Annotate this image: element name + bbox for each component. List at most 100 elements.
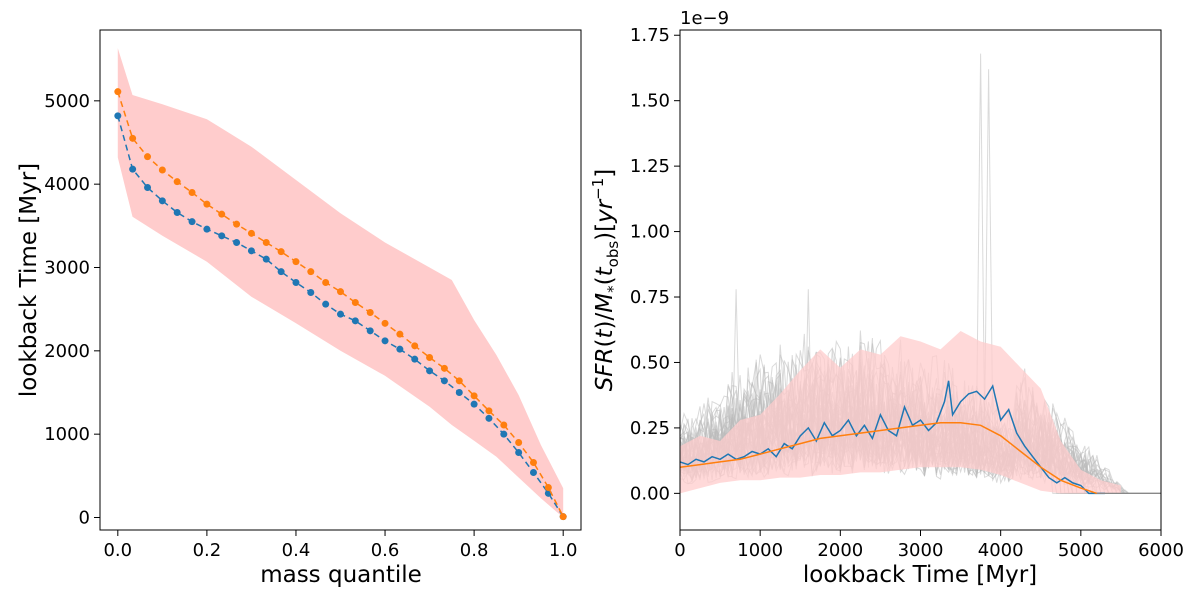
y-tick-label: 0.25: [630, 418, 670, 439]
y-tick-label: 3000: [44, 258, 90, 279]
left-axes-frame: [99, 29, 582, 531]
data-point: [322, 279, 330, 286]
right-x-axis-label: lookback Time [Myr]: [803, 562, 1037, 588]
data-point: [188, 218, 196, 226]
data-point: [158, 197, 166, 205]
data-point: [470, 400, 478, 408]
data-point: [307, 289, 315, 296]
data-point: [144, 153, 152, 161]
data-point: [411, 355, 419, 363]
x-tick-label: 1.0: [549, 540, 578, 561]
data-point: [500, 430, 508, 438]
data-point: [440, 377, 448, 385]
left-y-ticks: 0 1000 2000 3000 4000 5000: [44, 91, 100, 529]
data-point: [485, 407, 493, 415]
data-point: [366, 309, 374, 316]
x-tick-label: 0.2: [193, 540, 222, 561]
data-point: [515, 439, 523, 446]
data-point: [529, 459, 537, 466]
data-point: [455, 377, 463, 385]
data-point: [485, 414, 493, 422]
x-tick-label: 6000: [1138, 540, 1184, 561]
right-confidence-band: [680, 331, 1121, 494]
data-point: [129, 165, 137, 173]
data-point: [247, 247, 255, 255]
left-x-ticks: 0.0 0.2 0.4 0.6 0.8 1.0: [103, 530, 578, 561]
data-point: [262, 255, 270, 263]
data-point: [396, 330, 404, 338]
data-point: [129, 134, 137, 142]
data-point: [277, 248, 285, 256]
y-tick-label: 1000: [44, 424, 90, 445]
data-point: [337, 288, 344, 296]
x-tick-label: 0.0: [103, 540, 132, 561]
data-point: [158, 166, 166, 174]
data-point: [366, 327, 374, 335]
data-point: [455, 389, 463, 396]
y-tick-label: 0: [79, 508, 90, 529]
x-tick-label: 0.4: [282, 540, 311, 561]
left-x-axis-label: mass quantile: [260, 562, 422, 588]
left-series-group: [114, 88, 567, 521]
confidence-band-area: [680, 331, 1121, 494]
data-point: [381, 337, 389, 345]
data-point: [173, 178, 181, 186]
y-tick-label: 1.75: [630, 25, 670, 46]
data-point: [277, 268, 285, 276]
data-point: [262, 239, 270, 246]
right-series-group: [679, 380, 1161, 495]
x-tick-label: 3000: [898, 540, 944, 561]
data-point: [515, 449, 523, 456]
y-tick-label: 1.25: [630, 156, 670, 177]
x-tick-label: 0: [674, 540, 685, 561]
data-point: [307, 268, 315, 276]
data-point: [351, 317, 359, 325]
data-point: [233, 239, 241, 246]
data-point: [529, 469, 537, 476]
left-panel: 0.0 0.2 0.4 0.6 0.8 1.0 0 1000 2000 3000 4000 5000…: [16, 29, 582, 588]
data-point: [218, 232, 226, 240]
data-point: [114, 112, 122, 120]
y-tick-label: 1.00: [630, 222, 670, 243]
data-point: [381, 319, 389, 327]
confidence-band-area: [117, 48, 564, 518]
data-point: [203, 225, 211, 233]
data-point: [188, 189, 196, 196]
data-point: [292, 279, 300, 286]
right-panel: 0 1000 2000 3000 4000 5000 6000 0.000.250.500.…: [589, 8, 1184, 588]
data-point: [114, 88, 122, 96]
data-point: [247, 229, 255, 237]
data-point: [426, 367, 434, 375]
data-point: [544, 484, 552, 491]
y-tick-label: 1.50: [630, 91, 670, 112]
y-tick-label: 0.50: [630, 352, 670, 373]
series-line-1: [679, 421, 1098, 495]
data-point: [396, 345, 404, 353]
x-tick-label: 0.8: [460, 540, 489, 561]
data-point: [292, 258, 300, 266]
right-y-offset-label: 1e−9: [680, 8, 729, 29]
data-point: [426, 354, 434, 361]
data-point: [500, 421, 508, 429]
series-line-0: [679, 380, 1105, 495]
data-point: [144, 184, 152, 191]
data-point: [173, 209, 181, 216]
left-y-axis-label: lookback Time [Myr]: [16, 163, 42, 397]
y-tick-label: 2000: [44, 341, 90, 362]
x-tick-label: 2000: [817, 540, 863, 561]
x-tick-label: 1000: [737, 540, 783, 561]
data-point: [218, 210, 226, 218]
data-point: [411, 342, 419, 350]
y-tick-label: 0.75: [630, 287, 670, 308]
data-point: [440, 364, 448, 372]
data-point: [470, 392, 478, 400]
data-point: [351, 299, 359, 306]
right-x-ticks: 0 1000 2000 3000 4000 5000 6000: [674, 530, 1184, 561]
data-point: [337, 310, 344, 318]
y-tick-label: 5000: [44, 91, 90, 112]
y-tick-label: 4000: [44, 174, 90, 195]
x-tick-label: 4000: [978, 540, 1024, 561]
data-point: [203, 200, 211, 208]
x-tick-label: 0.6: [371, 540, 400, 561]
